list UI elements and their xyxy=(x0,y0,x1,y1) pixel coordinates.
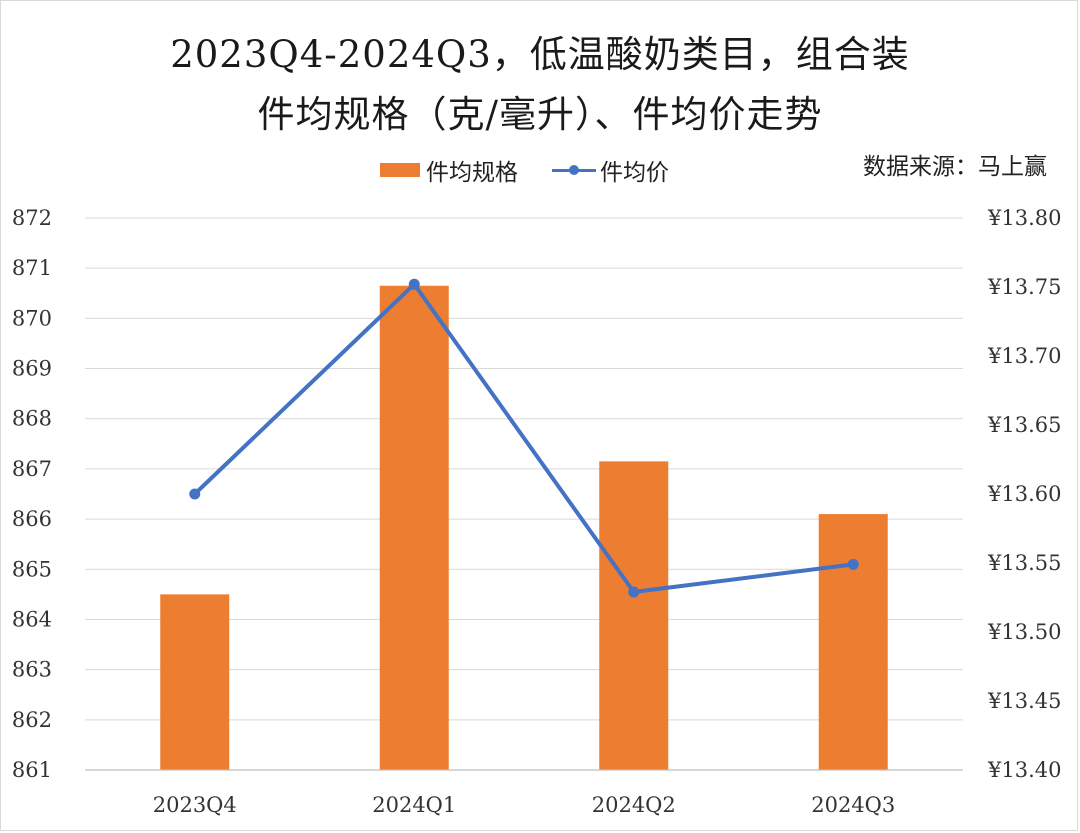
y-right-tick-label: ¥13.55 xyxy=(987,551,1061,575)
y-right-tick-label: ¥13.50 xyxy=(987,620,1061,644)
line-point xyxy=(628,586,640,598)
y-left-tick-label: 870 xyxy=(12,306,52,330)
chart-title: 2023Q4-2024Q3，低温酸奶类目，组合装 xyxy=(170,33,910,76)
bar xyxy=(599,461,669,770)
line-point xyxy=(847,558,859,570)
legend-item-line: 件均价 xyxy=(552,153,669,187)
legend-item-bar: 件均规格 xyxy=(380,153,518,187)
x-tick-label: 2024Q1 xyxy=(372,793,456,817)
y-left-tick-label: 868 xyxy=(12,407,52,431)
y-right-tick-label: ¥13.60 xyxy=(987,482,1061,506)
y-left-tick-label: 865 xyxy=(12,557,52,581)
y-right-tick-label: ¥13.75 xyxy=(987,275,1061,299)
y-left-tick-label: 866 xyxy=(12,507,52,531)
legend-bar-swatch xyxy=(380,163,420,177)
y-left-tick-label: 862 xyxy=(12,708,52,732)
legend-line-swatch xyxy=(552,163,596,177)
y-right-tick-label: ¥13.45 xyxy=(987,689,1061,713)
line-point xyxy=(408,278,420,290)
line-point xyxy=(189,488,201,500)
y-right-tick-label: ¥13.70 xyxy=(987,344,1061,368)
price-line xyxy=(193,282,854,594)
x-tick-label: 2023Q4 xyxy=(153,793,237,817)
y-left-tick-label: 872 xyxy=(12,206,52,230)
y-left-tick-label: 861 xyxy=(12,758,52,782)
data-source-note: 数据来源：马上赢 xyxy=(863,154,1047,180)
legend-line-label: 件均价 xyxy=(600,160,669,186)
y-left-tick-label: 869 xyxy=(12,357,52,381)
chart-legend: 件均规格 件均价 xyxy=(380,153,703,187)
y-right-tick-label: ¥13.40 xyxy=(987,758,1061,782)
bar xyxy=(818,514,888,770)
y-left-tick-label: 867 xyxy=(12,457,52,481)
x-tick-label: 2024Q3 xyxy=(811,793,895,817)
bar xyxy=(379,285,449,770)
y-right-tick-label: ¥13.80 xyxy=(987,206,1061,230)
y-left-tick-label: 871 xyxy=(12,256,52,280)
y-left-tick-label: 863 xyxy=(12,658,52,682)
y-left-tick-label: 864 xyxy=(12,607,52,631)
bar xyxy=(160,594,230,770)
legend-bar-label: 件均规格 xyxy=(426,160,518,186)
chart-subtitle: 件均规格（克/毫升）、件均价走势 xyxy=(257,93,823,136)
y-right-tick-label: ¥13.65 xyxy=(987,413,1061,437)
x-tick-label: 2024Q2 xyxy=(592,793,676,817)
